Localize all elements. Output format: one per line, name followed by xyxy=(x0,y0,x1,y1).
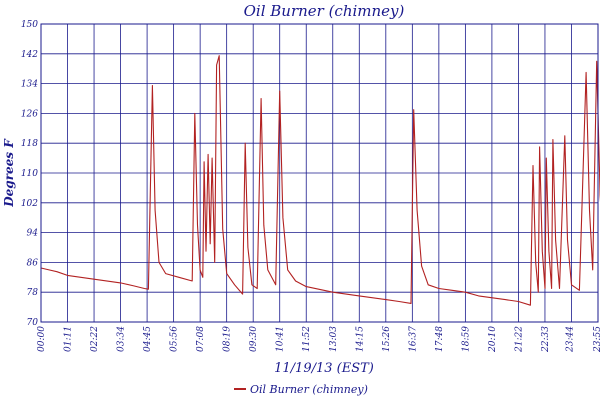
y-tick-label: 94 xyxy=(27,229,39,239)
x-tick-label: 00:00 xyxy=(37,326,47,352)
y-tick-label: 102 xyxy=(21,199,38,209)
chart-title: Oil Burner (chimney) xyxy=(244,2,405,20)
y-tick-label: 134 xyxy=(21,80,38,90)
y-tick-label: 110 xyxy=(21,169,38,179)
x-tick-label: 02:22 xyxy=(90,326,100,352)
x-tick-label: 23:44 xyxy=(565,326,575,353)
y-tick-label: 126 xyxy=(21,109,38,119)
x-tick-label: 17:48 xyxy=(435,326,445,352)
legend: Oil Burner (chimney) xyxy=(234,383,368,396)
y-axis-label: Degrees F xyxy=(2,138,16,208)
x-tick-label: 03:34 xyxy=(117,326,127,352)
x-tick-label: 08:19 xyxy=(223,326,233,352)
y-tick-label: 70 xyxy=(27,318,39,328)
x-tick-label: 20:10 xyxy=(488,326,498,353)
gridlines xyxy=(41,23,598,323)
x-tick-label: 09:30 xyxy=(249,326,259,352)
x-tick-label: 10:41 xyxy=(276,326,286,352)
x-tick-label: 23:55 xyxy=(593,326,600,353)
series-line xyxy=(40,55,600,306)
x-tick-label: 07:08 xyxy=(196,326,206,352)
plot-frame xyxy=(40,23,599,323)
x-tick-label: 11:52 xyxy=(302,326,312,352)
y-tick-label: 142 xyxy=(21,50,38,60)
x-tick-label: 21:22 xyxy=(514,326,524,353)
y-tick-label: 118 xyxy=(21,139,38,149)
series-layer xyxy=(40,55,600,306)
x-tick-label: 13:03 xyxy=(329,326,339,352)
legend-label: Oil Burner (chimney) xyxy=(250,383,368,396)
x-axis-label: 11/19/13 (EST) xyxy=(274,361,374,376)
x-tick-label: 01:11 xyxy=(64,326,74,352)
x-tick-label: 05:56 xyxy=(170,326,180,352)
y-tick-label: 86 xyxy=(27,258,39,268)
y-tick-labels: 70 78 86 94 102 110 118 126 134 142 150 xyxy=(21,20,38,328)
x-tick-labels: 00:00 01:11 02:22 03:34 04:45 05:56 07:08 08:19… xyxy=(37,326,600,353)
x-tick-label: 14:15 xyxy=(355,326,365,352)
x-tick-label: 22:33 xyxy=(541,326,551,353)
x-tick-label: 16:37 xyxy=(408,326,418,352)
x-tick-label: 18:59 xyxy=(461,326,471,352)
x-tick-label: 04:45 xyxy=(143,326,153,352)
y-tick-label: 150 xyxy=(21,20,38,30)
x-tick-label: 15:26 xyxy=(382,326,392,352)
y-tick-label: 78 xyxy=(27,288,39,298)
